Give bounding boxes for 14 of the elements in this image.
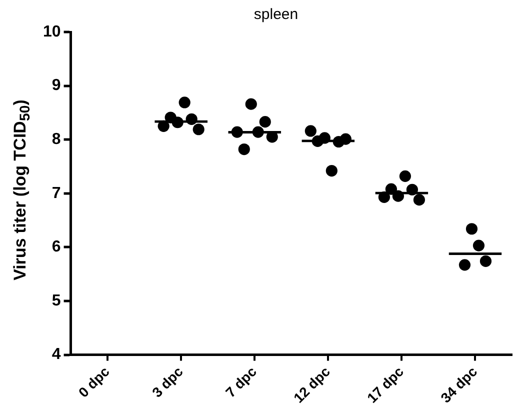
y-tick-label: 9 [52, 77, 61, 94]
y-tick-label: 10 [43, 23, 61, 40]
x-tick-label: 0 dpc [75, 363, 113, 400]
y-tick-label: 7 [52, 184, 61, 202]
y-tick-label: 6 [52, 238, 61, 256]
y-tick-label: 8 [52, 130, 61, 148]
x-tick-label: 34 dpc [437, 363, 480, 406]
x-tick-label: 12 dpc [290, 363, 334, 406]
x-tick-label: 17 dpc [364, 363, 407, 406]
x-tick-label: 7 dpc [222, 363, 260, 400]
y-tick-label: 5 [52, 292, 61, 310]
y-tick-label: 4 [52, 346, 61, 364]
chart-title: spleen [254, 6, 298, 24]
x-tick-label: 3 dpc [148, 363, 186, 400]
